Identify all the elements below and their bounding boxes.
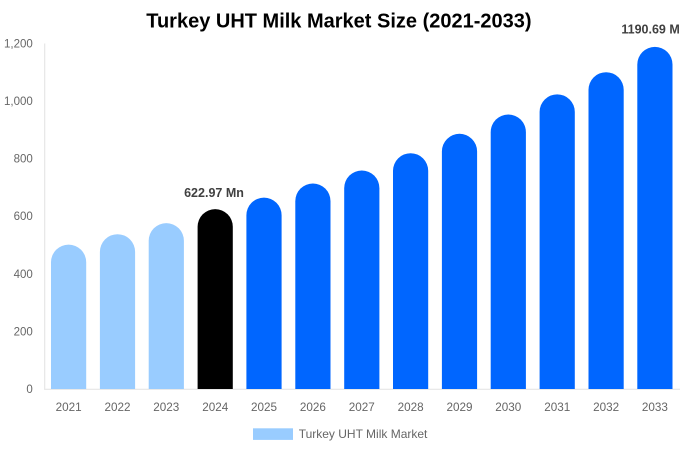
svg-text:2022: 2022: [104, 401, 130, 414]
svg-text:622.97 Mn: 622.97 Mn: [184, 186, 244, 200]
svg-text:1190.69 Mn: 1190.69 Mn: [621, 23, 680, 37]
svg-text:Turkey UHT Milk Market: Turkey UHT Milk Market: [299, 427, 428, 441]
svg-text:2021: 2021: [56, 401, 82, 414]
svg-text:2033: 2033: [642, 401, 668, 414]
svg-text:2024: 2024: [202, 401, 229, 414]
svg-text:2029: 2029: [446, 401, 472, 414]
svg-text:200: 200: [14, 327, 33, 339]
svg-text:Turkey UHT Milk Market Size (2: Turkey UHT Milk Market Size (2021-2033): [146, 10, 531, 32]
svg-text:0: 0: [26, 384, 32, 396]
svg-text:2027: 2027: [349, 401, 375, 414]
svg-text:1,200: 1,200: [4, 38, 33, 50]
svg-text:600: 600: [14, 211, 33, 223]
svg-text:2032: 2032: [593, 401, 619, 414]
svg-text:2025: 2025: [251, 401, 278, 414]
svg-text:2028: 2028: [398, 401, 424, 414]
svg-text:1,000: 1,000: [4, 96, 33, 108]
svg-text:2031: 2031: [544, 401, 570, 414]
svg-text:800: 800: [14, 154, 33, 166]
svg-text:2023: 2023: [153, 401, 179, 414]
svg-text:2026: 2026: [300, 401, 326, 414]
svg-text:400: 400: [14, 269, 33, 281]
svg-text:2030: 2030: [495, 401, 522, 414]
